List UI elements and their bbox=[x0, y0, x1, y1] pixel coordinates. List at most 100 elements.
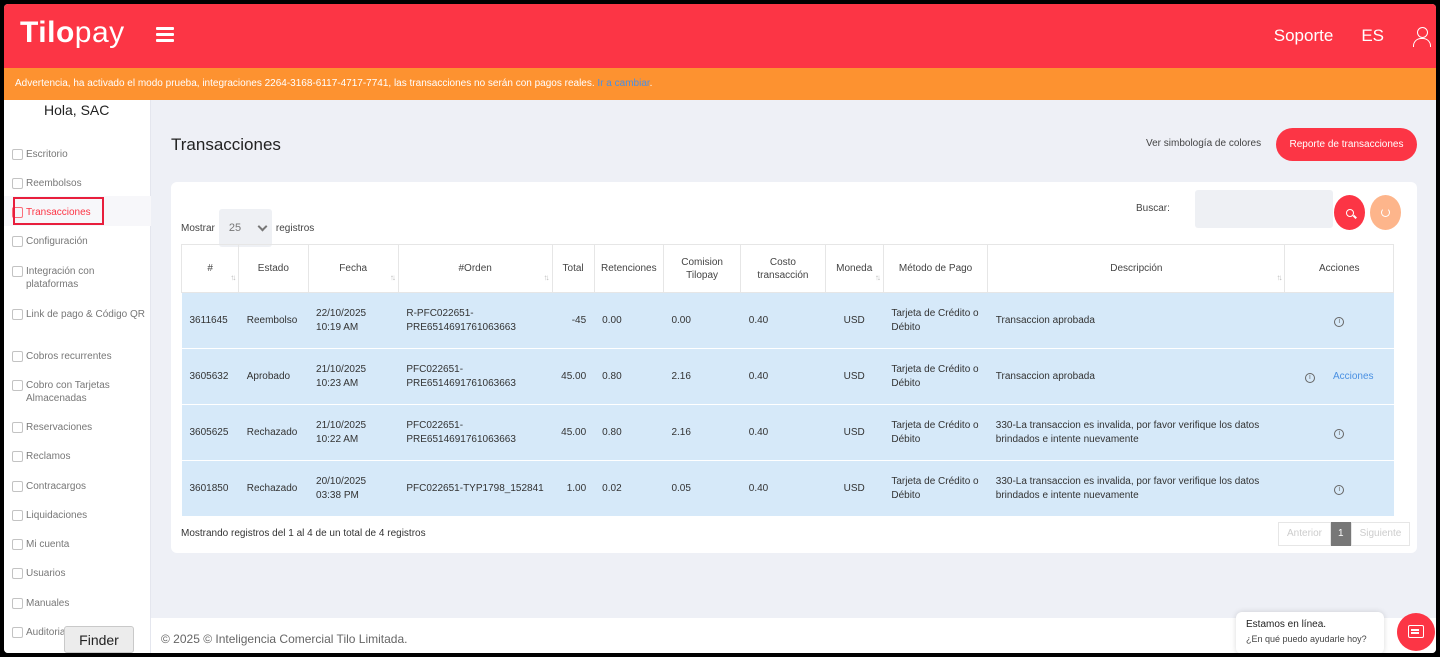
sidebar-item[interactable]: Reclamos bbox=[12, 450, 148, 463]
language-selector[interactable]: ES bbox=[1361, 26, 1384, 45]
column-header[interactable]: Acciones bbox=[1284, 244, 1394, 293]
info-icon[interactable]: i bbox=[1334, 484, 1345, 495]
column-header[interactable]: # ↑↓ bbox=[180, 244, 240, 293]
sidebar-item-label: Auditoria bbox=[26, 627, 66, 638]
column-header[interactable]: Costo transacción bbox=[740, 244, 826, 293]
column-header[interactable]: Total bbox=[551, 244, 595, 293]
cell-acciones: i bbox=[1284, 460, 1394, 517]
table-row[interactable]: 3611645 Reembolso 22/10/2025 10:19 AM R-PFC… bbox=[181, 292, 1394, 349]
sort-icon[interactable]: ↑↓ bbox=[543, 273, 550, 282]
chevron-down-icon bbox=[257, 221, 268, 232]
sidebar-item[interactable]: Auditoria bbox=[12, 626, 148, 639]
sidebar-item[interactable]: Cobro con Tarjetas Almacenadas bbox=[12, 379, 148, 405]
column-header[interactable]: Método de Pago bbox=[882, 244, 989, 293]
cell-fecha: 21/10/2025 10:22 AM bbox=[308, 404, 399, 461]
sidebar-item-label: Integración con plataformas bbox=[26, 266, 95, 290]
cell-metodo: Tarjeta de Crédito o Débito bbox=[883, 348, 988, 405]
sidebar-item[interactable]: Cobros recurrentes bbox=[12, 350, 148, 363]
page-length-select[interactable]: 25 bbox=[218, 209, 272, 247]
sidebar-item[interactable]: Contracargos bbox=[12, 480, 148, 493]
sidebar-item[interactable]: Integración con plataformas bbox=[12, 265, 148, 291]
cell-retenciones: 0.02 bbox=[594, 460, 664, 517]
chat-icon[interactable] bbox=[1397, 613, 1435, 651]
info-icon[interactable]: i bbox=[1334, 428, 1345, 439]
transactions-table: # ↑↓ Estado Fecha ↑↓ #Orden ↑↓ Total Retenciones… bbox=[180, 244, 1394, 517]
column-header[interactable]: Estado bbox=[238, 244, 309, 293]
sidebar-item[interactable]: Configuración bbox=[12, 235, 148, 248]
pagination: Anterior 1 Siguiente bbox=[1278, 522, 1411, 546]
greeting: Hola, SAC bbox=[44, 102, 110, 118]
actions-link[interactable]: Acciones bbox=[1332, 370, 1374, 382]
cell-total: 45.00 bbox=[552, 404, 595, 461]
change-mode-link[interactable]: Ir a cambiar bbox=[597, 78, 650, 89]
cards-icon bbox=[12, 380, 23, 391]
sidebar-item[interactable]: Link de pago & Código QR bbox=[12, 308, 148, 321]
sidebar-item-label: Configuración bbox=[26, 236, 88, 247]
cell-moneda: USD bbox=[825, 348, 884, 405]
user-icon[interactable] bbox=[1412, 26, 1432, 47]
sort-icon[interactable]: ↑↓ bbox=[389, 273, 396, 282]
sidebar-item-label: Mi cuenta bbox=[26, 539, 70, 550]
settings-icon bbox=[12, 236, 23, 247]
sidebar-item[interactable]: Manuales bbox=[12, 597, 148, 610]
column-header[interactable]: Fecha ↑↓ bbox=[307, 244, 399, 293]
sidebar-item[interactable]: Transacciones bbox=[12, 206, 148, 219]
support-link[interactable]: Soporte bbox=[1273, 26, 1334, 45]
next-page-button[interactable]: Siguiente bbox=[1350, 522, 1411, 546]
sort-icon[interactable]: ↑↓ bbox=[230, 273, 236, 282]
sidebar-item[interactable]: Usuarios bbox=[12, 567, 148, 580]
column-header[interactable]: Descripción ↑↓ bbox=[987, 244, 1286, 293]
sidebar-item-label: Cobro con Tarjetas Almacenadas bbox=[26, 380, 110, 404]
refresh-button[interactable] bbox=[1370, 195, 1401, 230]
highlight-box bbox=[13, 197, 104, 225]
cell-estado: Rechazado bbox=[238, 404, 309, 461]
warning-text: Advertencia, ha activado el modo prueba,… bbox=[15, 78, 598, 89]
table-row[interactable]: 3605625 Rechazado 21/10/2025 10:22 AM PFC02… bbox=[181, 404, 1394, 461]
sort-icon[interactable]: ↑↓ bbox=[874, 273, 881, 282]
page-1-button[interactable]: 1 bbox=[1331, 522, 1351, 546]
sidebar-item[interactable]: Liquidaciones bbox=[12, 509, 148, 522]
sidebar-item-label: Escritorio bbox=[26, 149, 68, 160]
column-header[interactable]: Moneda ↑↓ bbox=[824, 244, 884, 293]
cell-estado: Rechazado bbox=[238, 460, 309, 517]
audit-icon bbox=[12, 627, 23, 638]
sort-icon[interactable]: ↑↓ bbox=[1276, 273, 1282, 282]
sidebar-item-label: Contracargos bbox=[26, 481, 87, 492]
search-button[interactable] bbox=[1334, 195, 1365, 230]
sidebar-item-label: Reservaciones bbox=[26, 422, 93, 433]
info-icon[interactable]: i bbox=[1334, 316, 1345, 327]
search-label: Buscar: bbox=[1136, 203, 1170, 214]
menu-toggle-icon[interactable] bbox=[156, 24, 174, 44]
refund-icon bbox=[12, 178, 23, 189]
cell-costo: 0.40 bbox=[740, 404, 826, 461]
cell-acciones: i Acciones bbox=[1284, 348, 1394, 405]
column-header[interactable]: #Orden ↑↓ bbox=[397, 244, 553, 293]
search-input[interactable] bbox=[1195, 190, 1333, 228]
link-icon bbox=[12, 309, 23, 320]
users-icon bbox=[12, 568, 23, 579]
page-title: Transacciones bbox=[171, 135, 281, 154]
cell-retenciones: 0.80 bbox=[594, 348, 664, 405]
table-row[interactable]: 3605632 Aprobado 21/10/2025 10:23 AM PFC022… bbox=[181, 348, 1394, 405]
prev-page-button[interactable]: Anterior bbox=[1278, 522, 1332, 546]
sidebar-item[interactable]: Reservaciones bbox=[12, 421, 148, 434]
sidebar: Hola, SAC Escritorio Reembolsos Transaccio… bbox=[4, 100, 151, 653]
cell-orden: PFC022651-PRE6514691761063663 bbox=[398, 404, 552, 461]
recurring-icon bbox=[12, 351, 23, 362]
cell-fecha: 22/10/2025 10:19 AM bbox=[308, 292, 399, 349]
cell-comision: 0.00 bbox=[663, 292, 741, 349]
report-button[interactable]: Reporte de transacciones bbox=[1276, 128, 1417, 161]
sidebar-item[interactable]: Mi cuenta bbox=[12, 538, 148, 551]
sidebar-item[interactable]: Escritorio bbox=[12, 148, 148, 161]
column-header[interactable]: Retenciones bbox=[593, 244, 664, 293]
info-icon[interactable]: i bbox=[1304, 372, 1315, 383]
chat-bubble[interactable]: Estamos en línea. ¿En qué puedo ayudarle… bbox=[1236, 612, 1384, 653]
cell-comision: 0.05 bbox=[663, 460, 741, 517]
tilopay-logo[interactable]: Tilopay bbox=[20, 16, 125, 49]
color-legend-link[interactable]: Ver simbología de colores bbox=[1146, 138, 1262, 149]
sidebar-item[interactable]: Reembolsos bbox=[12, 177, 148, 190]
table-row[interactable]: 3601850 Rechazado 20/10/2025 03:38 PM PFC02… bbox=[181, 460, 1394, 517]
cell-fecha: 21/10/2025 10:23 AM bbox=[308, 348, 399, 405]
column-header[interactable]: Comision Tilopay bbox=[662, 244, 742, 293]
cell-costo: 0.40 bbox=[740, 292, 826, 349]
